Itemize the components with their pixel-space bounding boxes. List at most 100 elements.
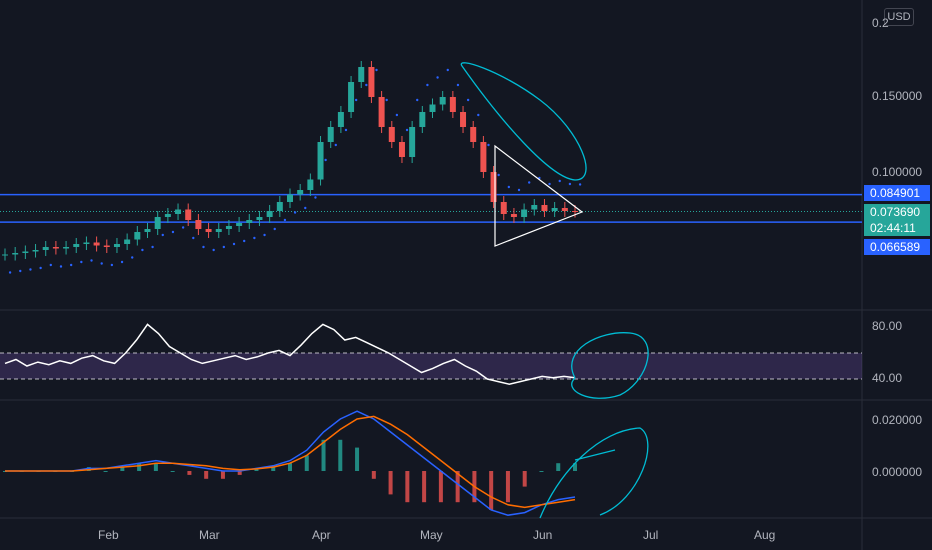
sar-dot	[385, 98, 388, 102]
candle-body	[358, 67, 365, 82]
candle-body	[276, 202, 283, 211]
x-tick-jun: Jun	[533, 528, 553, 542]
candle-body	[449, 97, 456, 112]
candle-body	[368, 67, 375, 97]
sar-dot	[192, 236, 195, 240]
sar-dot	[527, 181, 531, 184]
sar-dot	[304, 206, 307, 210]
candle-body	[195, 220, 202, 229]
candle-body	[531, 205, 538, 210]
signal-line	[5, 415, 576, 509]
candle-body	[93, 242, 100, 246]
macd-histogram-bar	[120, 467, 125, 471]
macd-tick: 0.020000	[872, 413, 923, 427]
macd-histogram-bar	[254, 469, 259, 471]
triangle-drawing	[494, 144, 584, 247]
candle-body	[297, 190, 304, 195]
rsi-tick: 40.00	[872, 371, 903, 385]
candle-body	[551, 208, 558, 211]
candle-body	[73, 244, 80, 247]
macd-histogram-bar	[489, 471, 494, 510]
sar-dot	[416, 98, 419, 102]
sar-dot	[29, 268, 32, 271]
x-tick-aug: Aug	[754, 528, 776, 542]
price-tick: 0.150000	[872, 89, 923, 103]
candle-body	[419, 112, 426, 127]
sar-dot	[151, 245, 154, 249]
x-tick-apr: Apr	[312, 528, 331, 542]
sar-dot	[232, 242, 236, 246]
sar-dot	[120, 260, 124, 264]
x-tick-jul: Jul	[643, 528, 659, 542]
price-tick: 0.100000	[872, 165, 923, 179]
candle-body	[287, 194, 293, 202]
candle-body	[124, 239, 131, 244]
sar-dot	[578, 183, 582, 186]
macd-histogram-bar	[573, 463, 577, 471]
sar-dot	[456, 83, 460, 87]
candle-body	[480, 142, 487, 172]
sar-dot	[548, 182, 551, 186]
sar-dot	[131, 256, 134, 259]
rsi-tick: 80.00	[872, 319, 903, 333]
macd-histogram-bar	[237, 471, 242, 475]
rsi-line	[4, 323, 576, 385]
macd-histogram-bar	[505, 471, 510, 503]
macd-histogram-bar	[103, 471, 108, 472]
macd-histogram-bar	[170, 471, 175, 472]
macd-annotation-line	[574, 449, 616, 461]
macd-histogram-bar	[321, 439, 326, 471]
sar-dot	[90, 259, 93, 262]
macd-histogram-bar	[556, 463, 561, 471]
sar-dot	[354, 98, 358, 102]
macd-histogram-bar	[220, 471, 225, 479]
sar-dot	[446, 68, 449, 72]
candle-body	[185, 209, 192, 220]
sar-dot	[375, 68, 378, 72]
sar-dot	[568, 182, 572, 186]
macd-histogram-bar	[153, 463, 158, 471]
sar-dot	[507, 185, 511, 189]
sar-dot	[436, 76, 439, 79]
macd-histogram-bar	[388, 471, 393, 495]
candle-body	[541, 205, 548, 211]
sar-dot	[212, 248, 215, 252]
macd-annotation	[539, 427, 649, 519]
candle-body	[154, 217, 161, 229]
sar-dot	[487, 143, 490, 147]
candle-body	[327, 127, 334, 142]
candle-body	[134, 232, 141, 240]
sar-dot	[426, 83, 429, 87]
candle-body	[317, 142, 324, 180]
candle-body	[2, 254, 8, 256]
candle-body	[561, 208, 568, 211]
sar-dot	[466, 98, 470, 102]
rsi-band	[0, 353, 862, 379]
x-tick-mar: Mar	[199, 528, 220, 542]
candle-body	[572, 211, 578, 212]
upper-line-price-label: 0.084901	[864, 185, 930, 201]
macd-histogram-bar	[455, 471, 460, 503]
sar-dot	[242, 239, 246, 243]
candle-body	[103, 245, 110, 247]
candle-body	[266, 211, 273, 217]
candle-body	[236, 223, 243, 226]
candle-body	[113, 244, 120, 247]
current-price-label: 0.073690	[864, 204, 930, 220]
x-tick-may: May	[420, 528, 443, 542]
currency-label[interactable]: USD	[884, 8, 914, 26]
candle-body	[307, 179, 314, 190]
sar-dot	[141, 248, 144, 252]
sar-dot	[517, 188, 521, 192]
macd-histogram-bar	[371, 471, 376, 479]
candle-body	[63, 247, 70, 249]
sar-dot	[39, 266, 42, 270]
sar-dot	[558, 179, 561, 183]
macd-histogram-bar	[271, 467, 276, 471]
macd-tick: 0.000000	[872, 465, 923, 479]
candle-body	[460, 112, 467, 127]
sar-dot	[202, 245, 205, 249]
sar-dot	[100, 262, 103, 265]
lower-line-price-label: 0.066589	[864, 239, 930, 255]
